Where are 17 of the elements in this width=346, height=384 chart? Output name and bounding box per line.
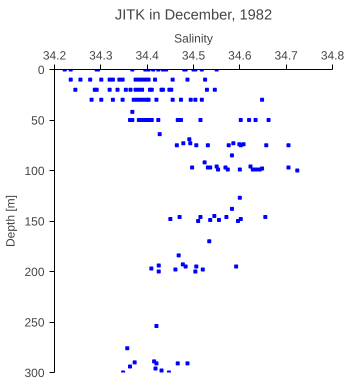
x-axis-title: Salinity <box>174 32 213 46</box>
y-tick-label: 200 <box>24 265 45 279</box>
y-tick-label: 150 <box>24 214 45 228</box>
x-tick-label: 34.2 <box>42 48 67 62</box>
x-tick-label: 34.3 <box>89 48 113 62</box>
y-axis-title: Depth [m] <box>3 194 18 248</box>
y-tick-label: 300 <box>24 366 45 380</box>
x-tick-label: 34.8 <box>320 48 345 62</box>
x-tick-label: 34.7 <box>274 48 298 62</box>
y-tick-label: 100 <box>24 164 45 178</box>
chart-title: JITK in December, 1982 <box>114 8 272 24</box>
x-tick-label: 34.4 <box>135 48 160 62</box>
y-tick-label: 250 <box>24 316 45 330</box>
y-tick-label: 0 <box>38 63 45 77</box>
x-tick-label: 34.6 <box>228 48 252 62</box>
x-tick-label: 34.5 <box>182 48 206 62</box>
y-tick-label: 50 <box>31 114 45 128</box>
